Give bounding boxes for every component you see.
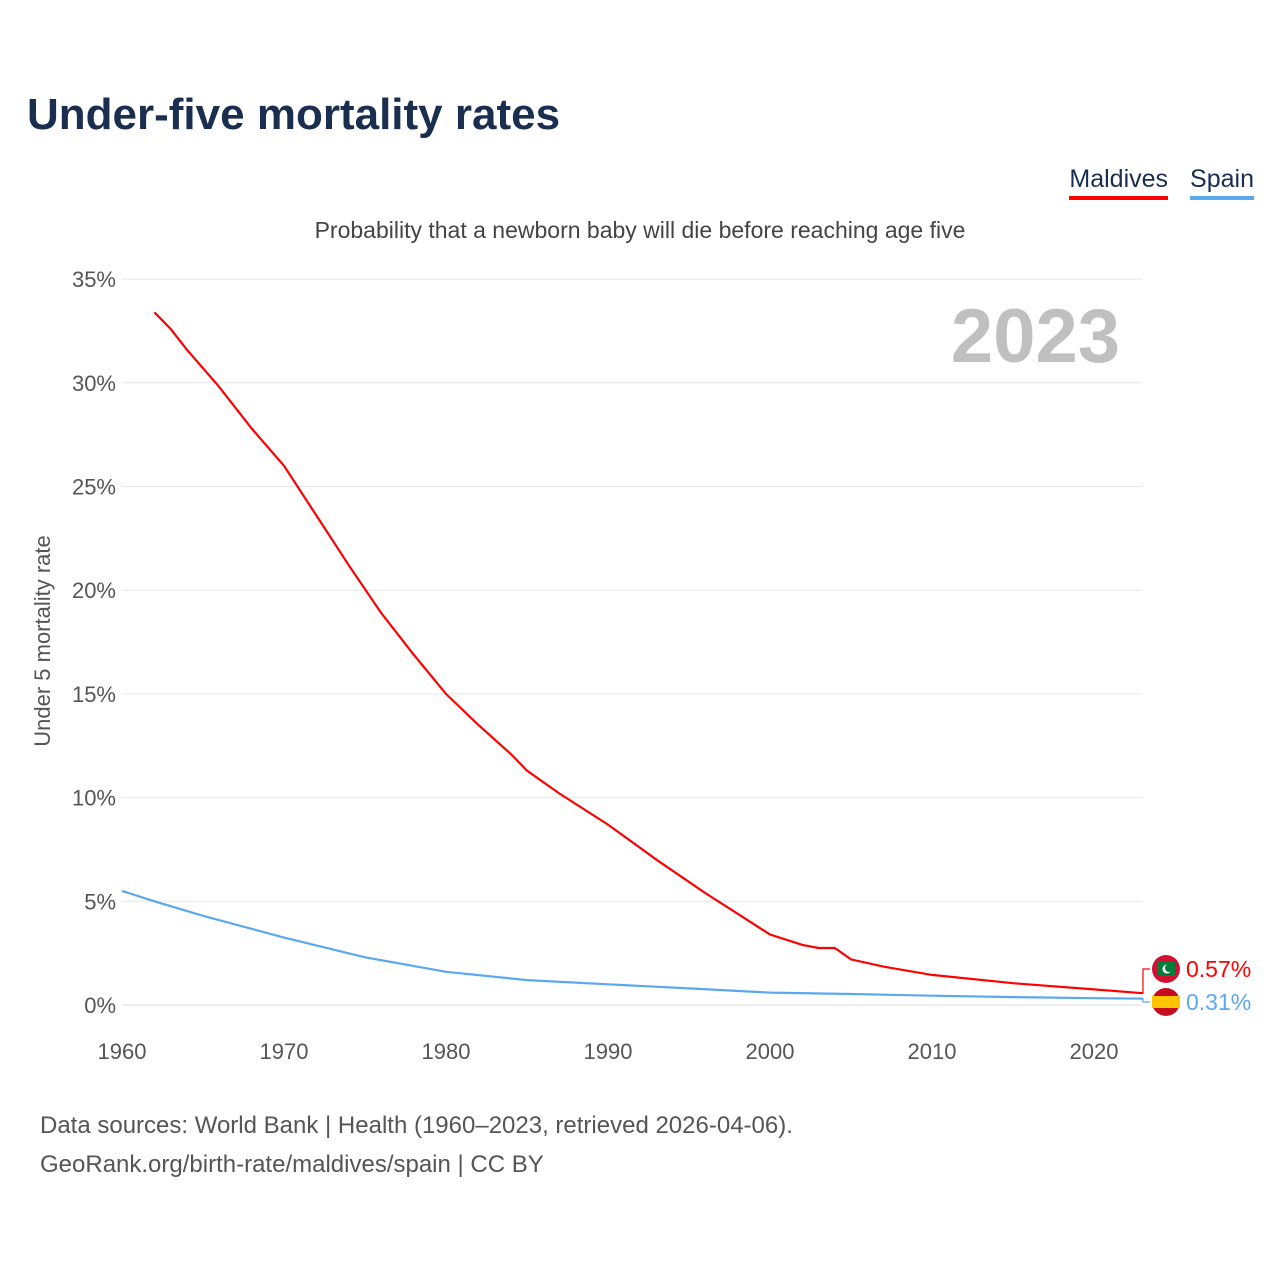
y-tick-label: 25%: [72, 475, 116, 500]
end-value-label: 0.31%: [1186, 989, 1251, 1015]
x-tick-label: 1960: [98, 1039, 147, 1064]
source-line: Data sources: World Bank | Health (1960–…: [40, 1112, 793, 1139]
year-label: 2023: [951, 294, 1120, 379]
x-tick-label: 1970: [260, 1039, 309, 1064]
chart-title: Under-five mortality rates: [27, 90, 561, 139]
legend-spain[interactable]: Spain: [1190, 165, 1254, 200]
legend-maldives[interactable]: Maldives: [1069, 165, 1169, 200]
x-tick-label: 1980: [422, 1039, 471, 1064]
maldives-flag-icon: [1152, 955, 1180, 983]
y-tick-label: 30%: [72, 371, 116, 396]
y-axis-label: Under 5 mortality rate: [30, 535, 55, 747]
x-tick-label: 2000: [746, 1039, 795, 1064]
legend: Maldives Spain: [1069, 165, 1254, 200]
y-tick-label: 0%: [84, 993, 116, 1018]
source-link[interactable]: GeoRank.org/birth-rate/maldives/spain | …: [40, 1151, 544, 1178]
x-tick-label: 1990: [584, 1039, 633, 1064]
y-tick-label: 5%: [84, 889, 116, 914]
chart-subtitle: Probability that a newborn baby will die…: [314, 217, 966, 243]
y-tick-label: 15%: [72, 682, 116, 707]
x-tick-label: 2010: [908, 1039, 957, 1064]
end-connector: [1142, 968, 1150, 994]
y-tick-label: 20%: [72, 578, 116, 603]
end-value-label: 0.57%: [1186, 956, 1251, 982]
spain-flag-icon: [1152, 988, 1180, 1016]
series-line-maldives: [153, 311, 1143, 995]
y-tick-label: 10%: [72, 786, 116, 811]
y-tick-label: 35%: [72, 267, 116, 292]
sources: Data sources: World Bank | Health (1960–…: [40, 1106, 793, 1184]
x-tick-label: 2020: [1070, 1039, 1119, 1064]
end-connector: [1142, 997, 1150, 1003]
series-line-spain: [121, 889, 1143, 1000]
